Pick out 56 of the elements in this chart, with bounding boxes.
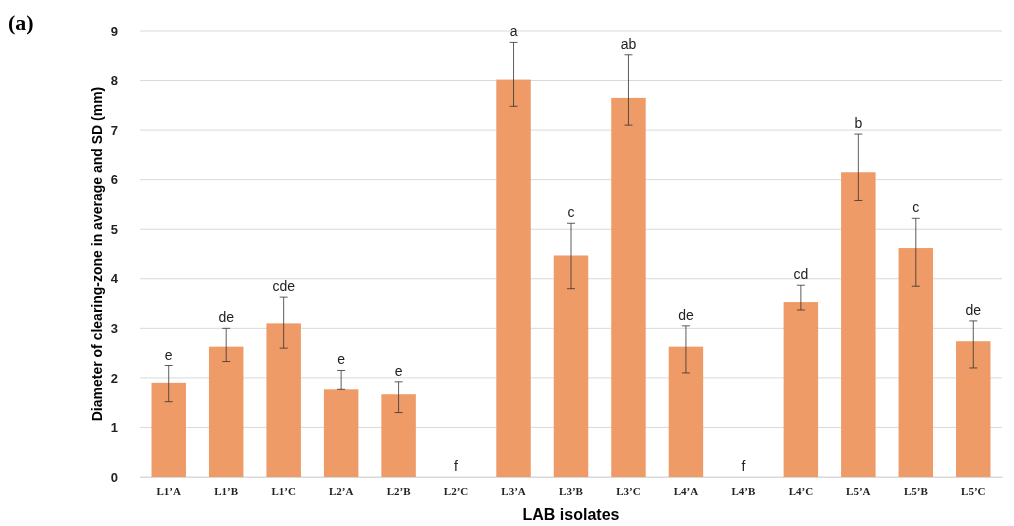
annotation: f [741,458,746,474]
y-tick-label: 7 [110,122,118,138]
x-tick-label: L5’A [846,484,871,497]
bar [266,323,301,477]
x-axis-title: LAB isolates [522,506,620,523]
y-tick-label: 3 [110,320,118,336]
y-tick-label: 6 [110,172,118,188]
y-tick-label: 5 [110,221,118,237]
x-tick-label: L4’B [731,484,756,497]
bar [668,346,704,477]
annotation: a [509,23,518,40]
y-tick-label: 0 [110,469,118,485]
x-tick-label: L2’A [328,484,354,497]
x-tick-label: L3’B [559,484,584,497]
x-tick-label: L3’C [616,484,641,497]
bar [783,302,819,477]
y-tick-label: 1 [110,420,118,436]
bar [553,255,589,477]
annotation: ab [620,35,637,52]
bar [151,382,186,477]
y-tick-label: 4 [110,271,119,287]
annotation: b [854,115,863,132]
x-tick-label: L3’A [501,484,526,497]
y-tick-label: 9 [110,23,118,39]
bar [323,389,359,477]
annotation: cde [272,278,296,295]
x-tick-label: L1’B [214,484,239,497]
annotation: f [454,458,459,474]
x-tick-label: L2’C [443,484,469,497]
annotation: e [337,351,346,368]
x-tick-label: L1’A [156,484,182,497]
annotation: de [965,301,982,318]
text: (a) [8,10,34,35]
y-axis-title: Diameter of clearing-zone in average and SD (mm) [89,86,105,422]
x-tick-label: L5’B [903,484,929,497]
bar [898,248,934,477]
x-tick-label: L1’C [271,484,296,497]
annotation: de [218,309,235,326]
annotation: e [394,362,403,379]
x-tick-label: L5’C [961,484,986,497]
annotation: c [912,199,920,216]
bar [841,172,876,477]
x-tick-label: L4’C [788,484,814,497]
bar [611,97,646,477]
bar [956,341,991,477]
annotation: de [678,306,694,323]
bar [496,79,531,477]
y-tick-label: 8 [110,73,118,89]
y-tick-label: 2 [110,370,118,386]
x-tick-label: L4’A [673,484,699,497]
annotation: cd [793,266,809,283]
bar [381,394,416,477]
annotation: c [567,204,575,221]
annotation: e [164,346,173,363]
bar [208,346,244,477]
x-tick-label: L2’B [386,484,412,497]
